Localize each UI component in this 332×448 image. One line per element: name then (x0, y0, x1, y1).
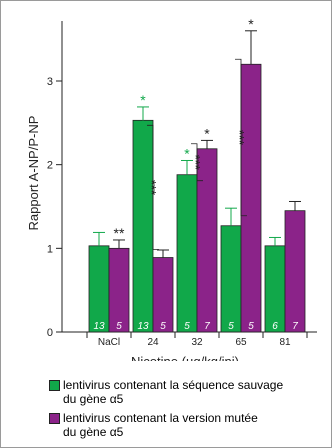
bar-s1-2 (196, 148, 218, 333)
bracket-sig-2: *** (232, 130, 247, 145)
legend-swatch-wildtype (49, 380, 60, 391)
comparison-bracket-0 (147, 124, 159, 250)
y-tick-label-0: 0 (47, 327, 53, 339)
bar-s1-3 (240, 63, 262, 333)
bracket-sig-1: *** (188, 155, 203, 170)
sig-mark-s1-3: * (248, 16, 254, 32)
n-label-s1-0: 5 (116, 321, 122, 332)
y-tick-label-1: 1 (47, 243, 53, 255)
bar-s1-0 (108, 247, 130, 333)
sig-mark-s0-2: * (184, 145, 190, 161)
n-label-s1-3: 5 (248, 321, 254, 332)
n-label-s1-1: 5 (160, 321, 166, 332)
x-tick-label-1: 24 (147, 337, 159, 348)
bar-s0-0 (88, 245, 110, 333)
bar-s0-2 (176, 174, 198, 333)
n-label-s1-2: 7 (204, 321, 210, 332)
n-label-s1-4: 7 (292, 321, 298, 332)
sig-mark-s1-2: * (204, 125, 210, 141)
sig-mark-s0-1: * (140, 92, 146, 108)
x-tick-label-0: NaCl (98, 337, 120, 348)
y-tick-label-3: 3 (47, 76, 53, 88)
n-label-s0-3: 5 (228, 321, 234, 332)
x-axis-label: Nicotine (µg/kg/inj) (131, 354, 239, 361)
legend-text-mutant-line1: lentivirus contenant la version mutée (63, 411, 258, 425)
bracket-sig-0: *** (144, 180, 159, 195)
comparison-bracket-1 (191, 143, 203, 182)
x-tick-label-2: 32 (191, 337, 203, 348)
sig-mark-s1-0: ** (114, 225, 125, 241)
bar-s1-4 (284, 210, 306, 333)
legend-text-wildtype-line2: du gène α5 (63, 392, 124, 406)
legend-text-mutant-line2: du gène α5 (63, 425, 124, 439)
bar-s0-4 (264, 245, 286, 333)
x-tick-label-3: 65 (235, 337, 247, 348)
y-axis-label: Rapport A-NP/P-NP (26, 116, 41, 231)
x-tick-label-4: 81 (279, 337, 291, 348)
bar-s0-1 (132, 119, 154, 333)
y-tick-label-2: 2 (47, 160, 53, 172)
bar-s0-3 (220, 225, 242, 333)
n-label-s0-4: 6 (272, 321, 278, 332)
n-label-s0-2: 5 (184, 321, 190, 332)
n-label-s0-1: 13 (137, 321, 149, 332)
legend-text-wildtype-line1: lentivirus contenant la séquence sauvage (63, 378, 284, 392)
legend-swatch-mutant (49, 413, 60, 424)
comparison-bracket-2 (235, 58, 247, 217)
n-label-s0-0: 13 (93, 321, 105, 332)
